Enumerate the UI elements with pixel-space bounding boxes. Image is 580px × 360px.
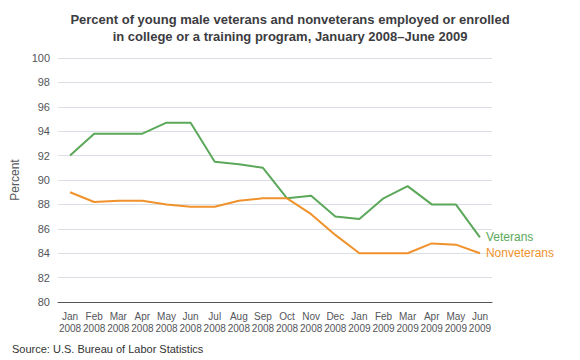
svg-text:92: 92: [38, 150, 50, 162]
svg-text:2008: 2008: [276, 323, 299, 334]
svg-text:Feb: Feb: [375, 311, 393, 322]
svg-text:2008: 2008: [228, 323, 251, 334]
svg-text:2009: 2009: [348, 323, 371, 334]
svg-text:Apr: Apr: [424, 311, 440, 322]
svg-text:Jun: Jun: [183, 311, 199, 322]
svg-text:80: 80: [38, 296, 50, 308]
svg-text:86: 86: [38, 223, 50, 235]
svg-text:2008: 2008: [131, 323, 154, 334]
svg-text:2008: 2008: [83, 323, 106, 334]
svg-text:98: 98: [38, 76, 50, 88]
svg-text:2009: 2009: [396, 323, 419, 334]
svg-text:Jul: Jul: [208, 311, 221, 322]
svg-text:96: 96: [38, 101, 50, 113]
svg-text:82: 82: [38, 272, 50, 284]
svg-text:Oct: Oct: [279, 311, 295, 322]
svg-text:Percent of young male veterans: Percent of young male veterans and nonve…: [70, 12, 509, 27]
svg-text:Dec: Dec: [326, 311, 344, 322]
svg-text:2008: 2008: [179, 323, 202, 334]
svg-text:90: 90: [38, 174, 50, 186]
svg-text:2009: 2009: [372, 323, 395, 334]
svg-text:Veterans: Veterans: [486, 230, 533, 244]
svg-text:Mar: Mar: [399, 311, 417, 322]
svg-text:Feb: Feb: [86, 311, 104, 322]
svg-text:Source: U.S. Bureau of Labor S: Source: U.S. Bureau of Labor Statistics: [12, 343, 204, 355]
svg-text:2008: 2008: [324, 323, 347, 334]
svg-text:2009: 2009: [445, 323, 468, 334]
svg-text:84: 84: [38, 247, 50, 259]
svg-text:in college or a training progr: in college or a training program, Januar…: [113, 29, 468, 44]
svg-text:May: May: [446, 311, 465, 322]
svg-text:2008: 2008: [300, 323, 323, 334]
svg-text:Percent: Percent: [8, 159, 22, 201]
svg-text:Nonveterans: Nonveterans: [486, 246, 554, 260]
svg-text:2009: 2009: [469, 323, 492, 334]
svg-text:Jan: Jan: [351, 311, 367, 322]
svg-text:Sep: Sep: [254, 311, 272, 322]
svg-text:May: May: [157, 311, 176, 322]
svg-text:2008: 2008: [252, 323, 275, 334]
svg-text:Jan: Jan: [62, 311, 78, 322]
svg-text:Mar: Mar: [110, 311, 128, 322]
svg-text:2008: 2008: [204, 323, 227, 334]
svg-text:88: 88: [38, 198, 50, 210]
svg-text:94: 94: [38, 125, 50, 137]
svg-text:Jun: Jun: [472, 311, 488, 322]
svg-text:Apr: Apr: [135, 311, 151, 322]
svg-text:Aug: Aug: [230, 311, 248, 322]
svg-text:2008: 2008: [155, 323, 178, 334]
svg-text:2008: 2008: [59, 323, 82, 334]
svg-text:2008: 2008: [107, 323, 130, 334]
svg-text:100: 100: [32, 52, 50, 64]
svg-text:Nov: Nov: [302, 311, 320, 322]
svg-text:2009: 2009: [421, 323, 444, 334]
